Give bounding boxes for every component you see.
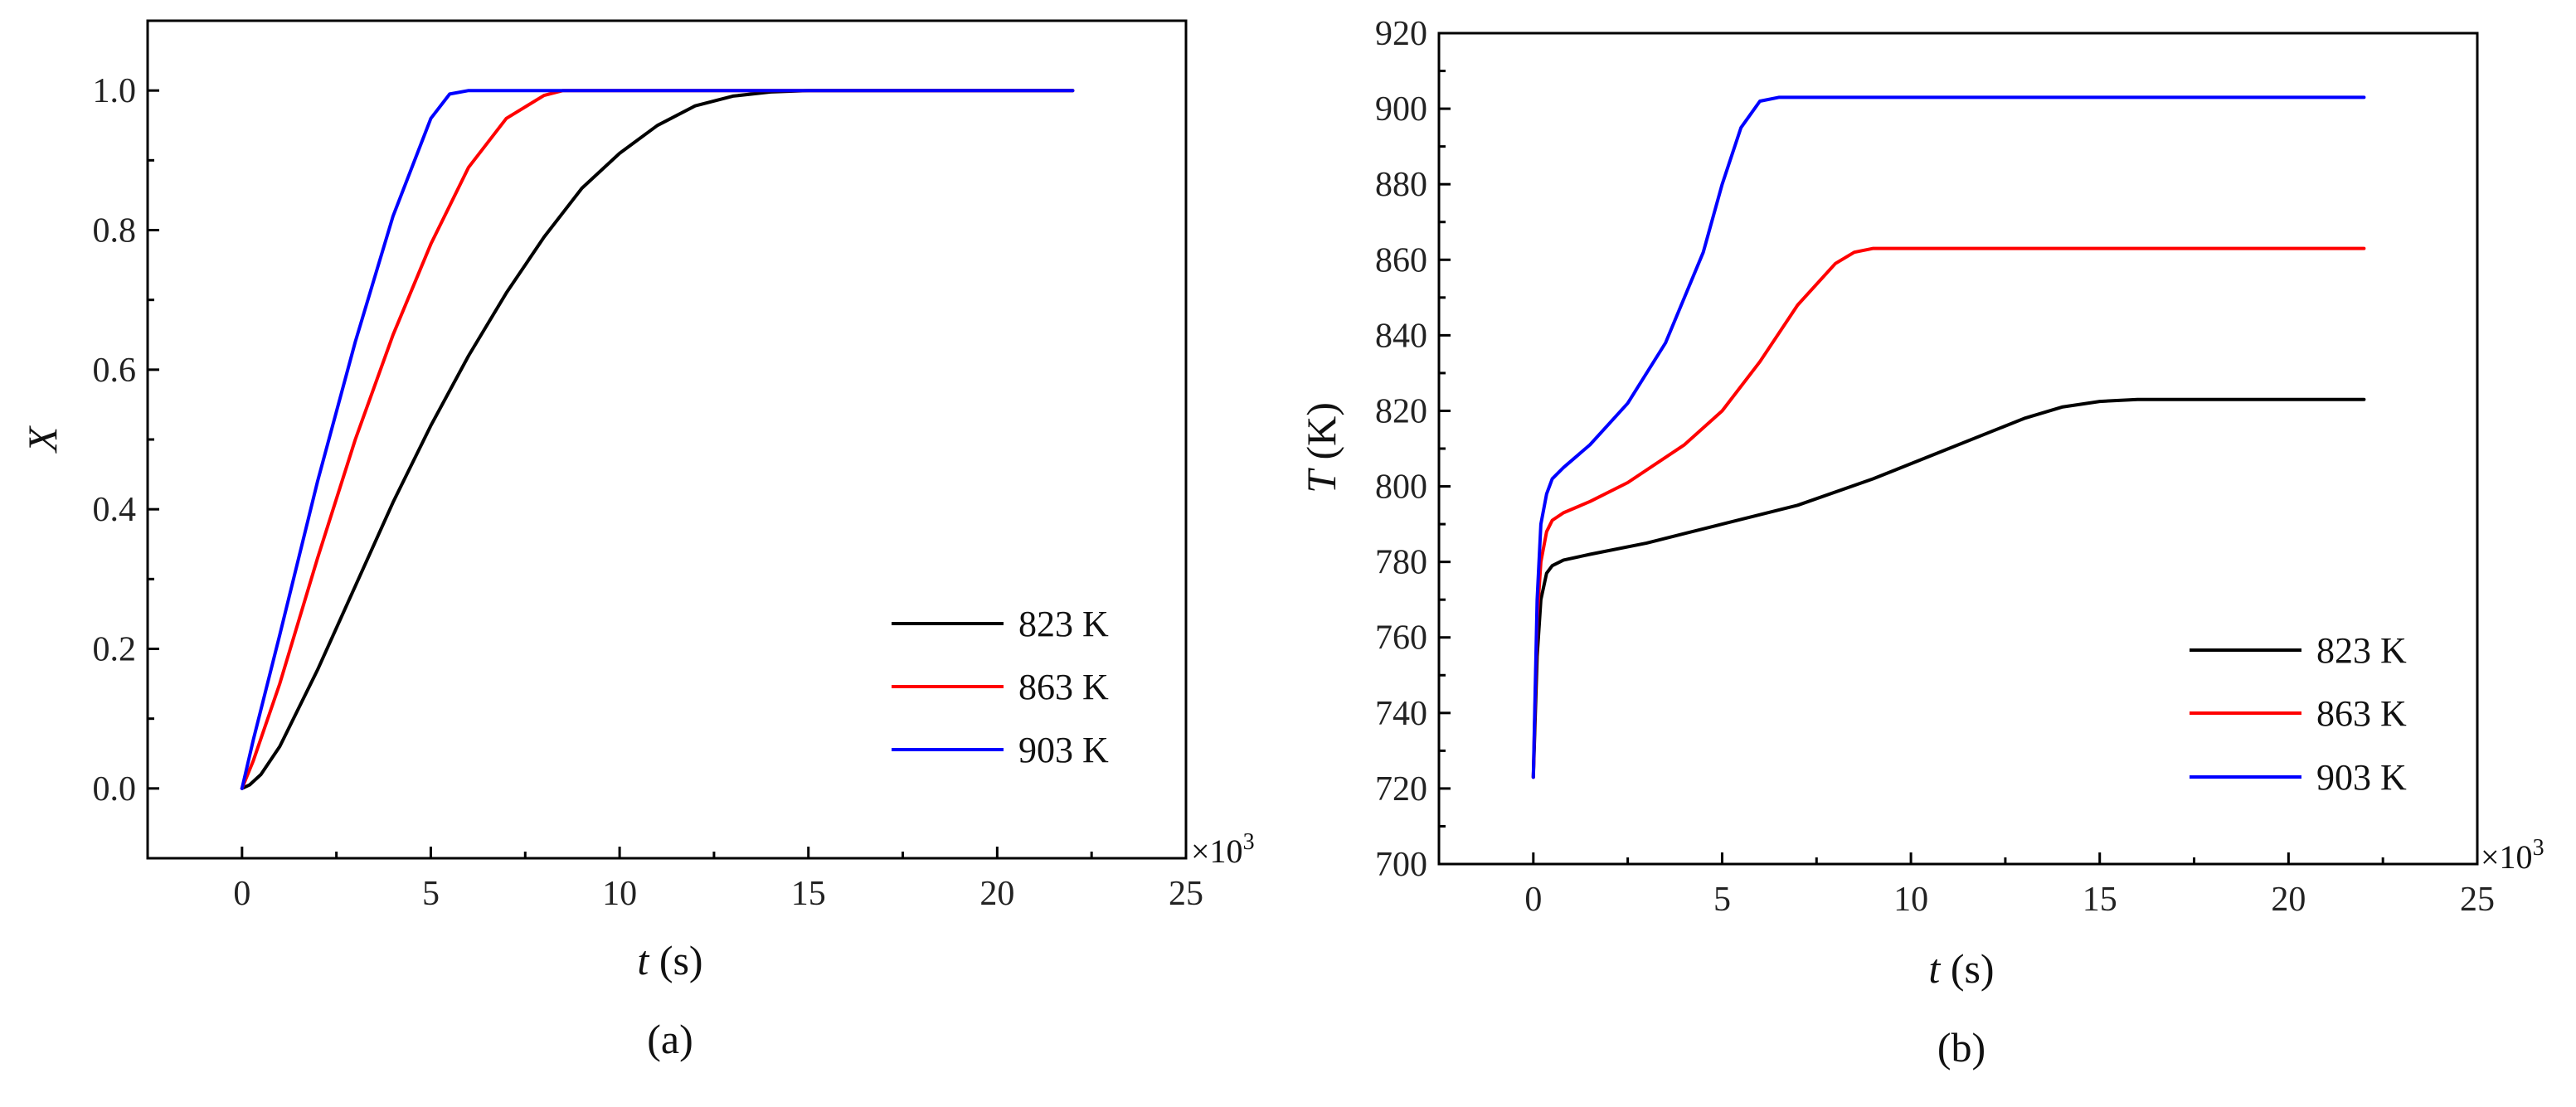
y-tick-label: 900 bbox=[1375, 90, 1427, 129]
y-tick-label: 920 bbox=[1375, 15, 1427, 53]
x-tick-label: 0 bbox=[1524, 881, 1542, 919]
y-tick-label: 700 bbox=[1375, 846, 1427, 884]
x-multiplier-b: ×103 bbox=[2481, 835, 2544, 876]
caption-b: (b) bbox=[1937, 1024, 1985, 1071]
y-tick-label: 1.0 bbox=[93, 72, 137, 110]
legend-a: 823 K 863 K 903 K bbox=[892, 604, 1109, 770]
x-axis-label-b: t (s) bbox=[1928, 945, 1994, 992]
legend-label-823: 823 K bbox=[2316, 630, 2407, 671]
x-tick-label: 15 bbox=[2083, 881, 2117, 919]
legend-label-823: 823 K bbox=[1018, 604, 1109, 644]
legend-b: 823 K 863 K 903 K bbox=[2190, 630, 2407, 798]
x-tick-label: 10 bbox=[1893, 881, 1928, 919]
y-tick-label: 0.6 bbox=[93, 352, 137, 390]
series-line-863-k bbox=[240, 89, 1075, 790]
x-tick-label: 20 bbox=[2271, 881, 2306, 919]
x-axis-label-a: t (s) bbox=[637, 937, 702, 983]
chart-panel-b: 0 5 10 15 20 25 700 720 740 760 780 800 820 840 860 880… bbox=[1298, 15, 2544, 1071]
x-tick-label: 0 bbox=[233, 875, 250, 913]
series-line-823-k bbox=[240, 89, 1075, 790]
x-tick-label: 25 bbox=[2460, 881, 2495, 919]
series-line-903-k bbox=[240, 89, 1075, 790]
x-tick-label: 25 bbox=[1169, 875, 1203, 913]
y-tick-label: 760 bbox=[1375, 619, 1427, 658]
x-tick-label: 5 bbox=[1713, 881, 1731, 919]
y-tick-label: 740 bbox=[1375, 695, 1427, 733]
y-axis-label-b: T (K) bbox=[1298, 402, 1344, 493]
y-tick-label: 860 bbox=[1375, 241, 1427, 279]
y-tick-label: 820 bbox=[1375, 392, 1427, 430]
x-multiplier-a: ×103 bbox=[1191, 829, 1255, 870]
x-tick-label: 20 bbox=[979, 875, 1014, 913]
chart-panel-a: 0 5 10 15 20 25 0.0 0.2 0.4 0.6 0.8 1.0 823 K 863 K… bbox=[19, 19, 1255, 1062]
y-tick-label: 0.4 bbox=[93, 491, 137, 529]
series-line-903-k bbox=[1531, 95, 2366, 779]
series-line-823-k bbox=[1531, 397, 2366, 779]
legend-label-903: 903 K bbox=[1018, 730, 1109, 770]
x-tick-label: 10 bbox=[602, 875, 637, 913]
series-line-863-k bbox=[1531, 246, 2366, 779]
caption-a: (a) bbox=[647, 1016, 693, 1062]
y-tick-label: 780 bbox=[1375, 544, 1427, 582]
y-tick-label: 0.0 bbox=[93, 770, 137, 808]
legend-label-903: 903 K bbox=[2316, 757, 2407, 798]
legend-label-863: 863 K bbox=[2316, 693, 2407, 734]
x-tick-label: 5 bbox=[422, 875, 440, 913]
y-tick-label: 720 bbox=[1375, 770, 1427, 808]
legend-label-863: 863 K bbox=[1018, 667, 1109, 707]
y-axis-label-a: X bbox=[19, 425, 66, 454]
y-tick-label: 840 bbox=[1375, 317, 1427, 355]
y-tick-label: 0.8 bbox=[93, 212, 137, 250]
y-tick-label: 880 bbox=[1375, 166, 1427, 204]
plot-frame-b bbox=[1437, 32, 2479, 866]
y-tick-label: 0.2 bbox=[93, 631, 137, 669]
y-tick-label: 800 bbox=[1375, 469, 1427, 507]
x-tick-label: 15 bbox=[791, 875, 826, 913]
